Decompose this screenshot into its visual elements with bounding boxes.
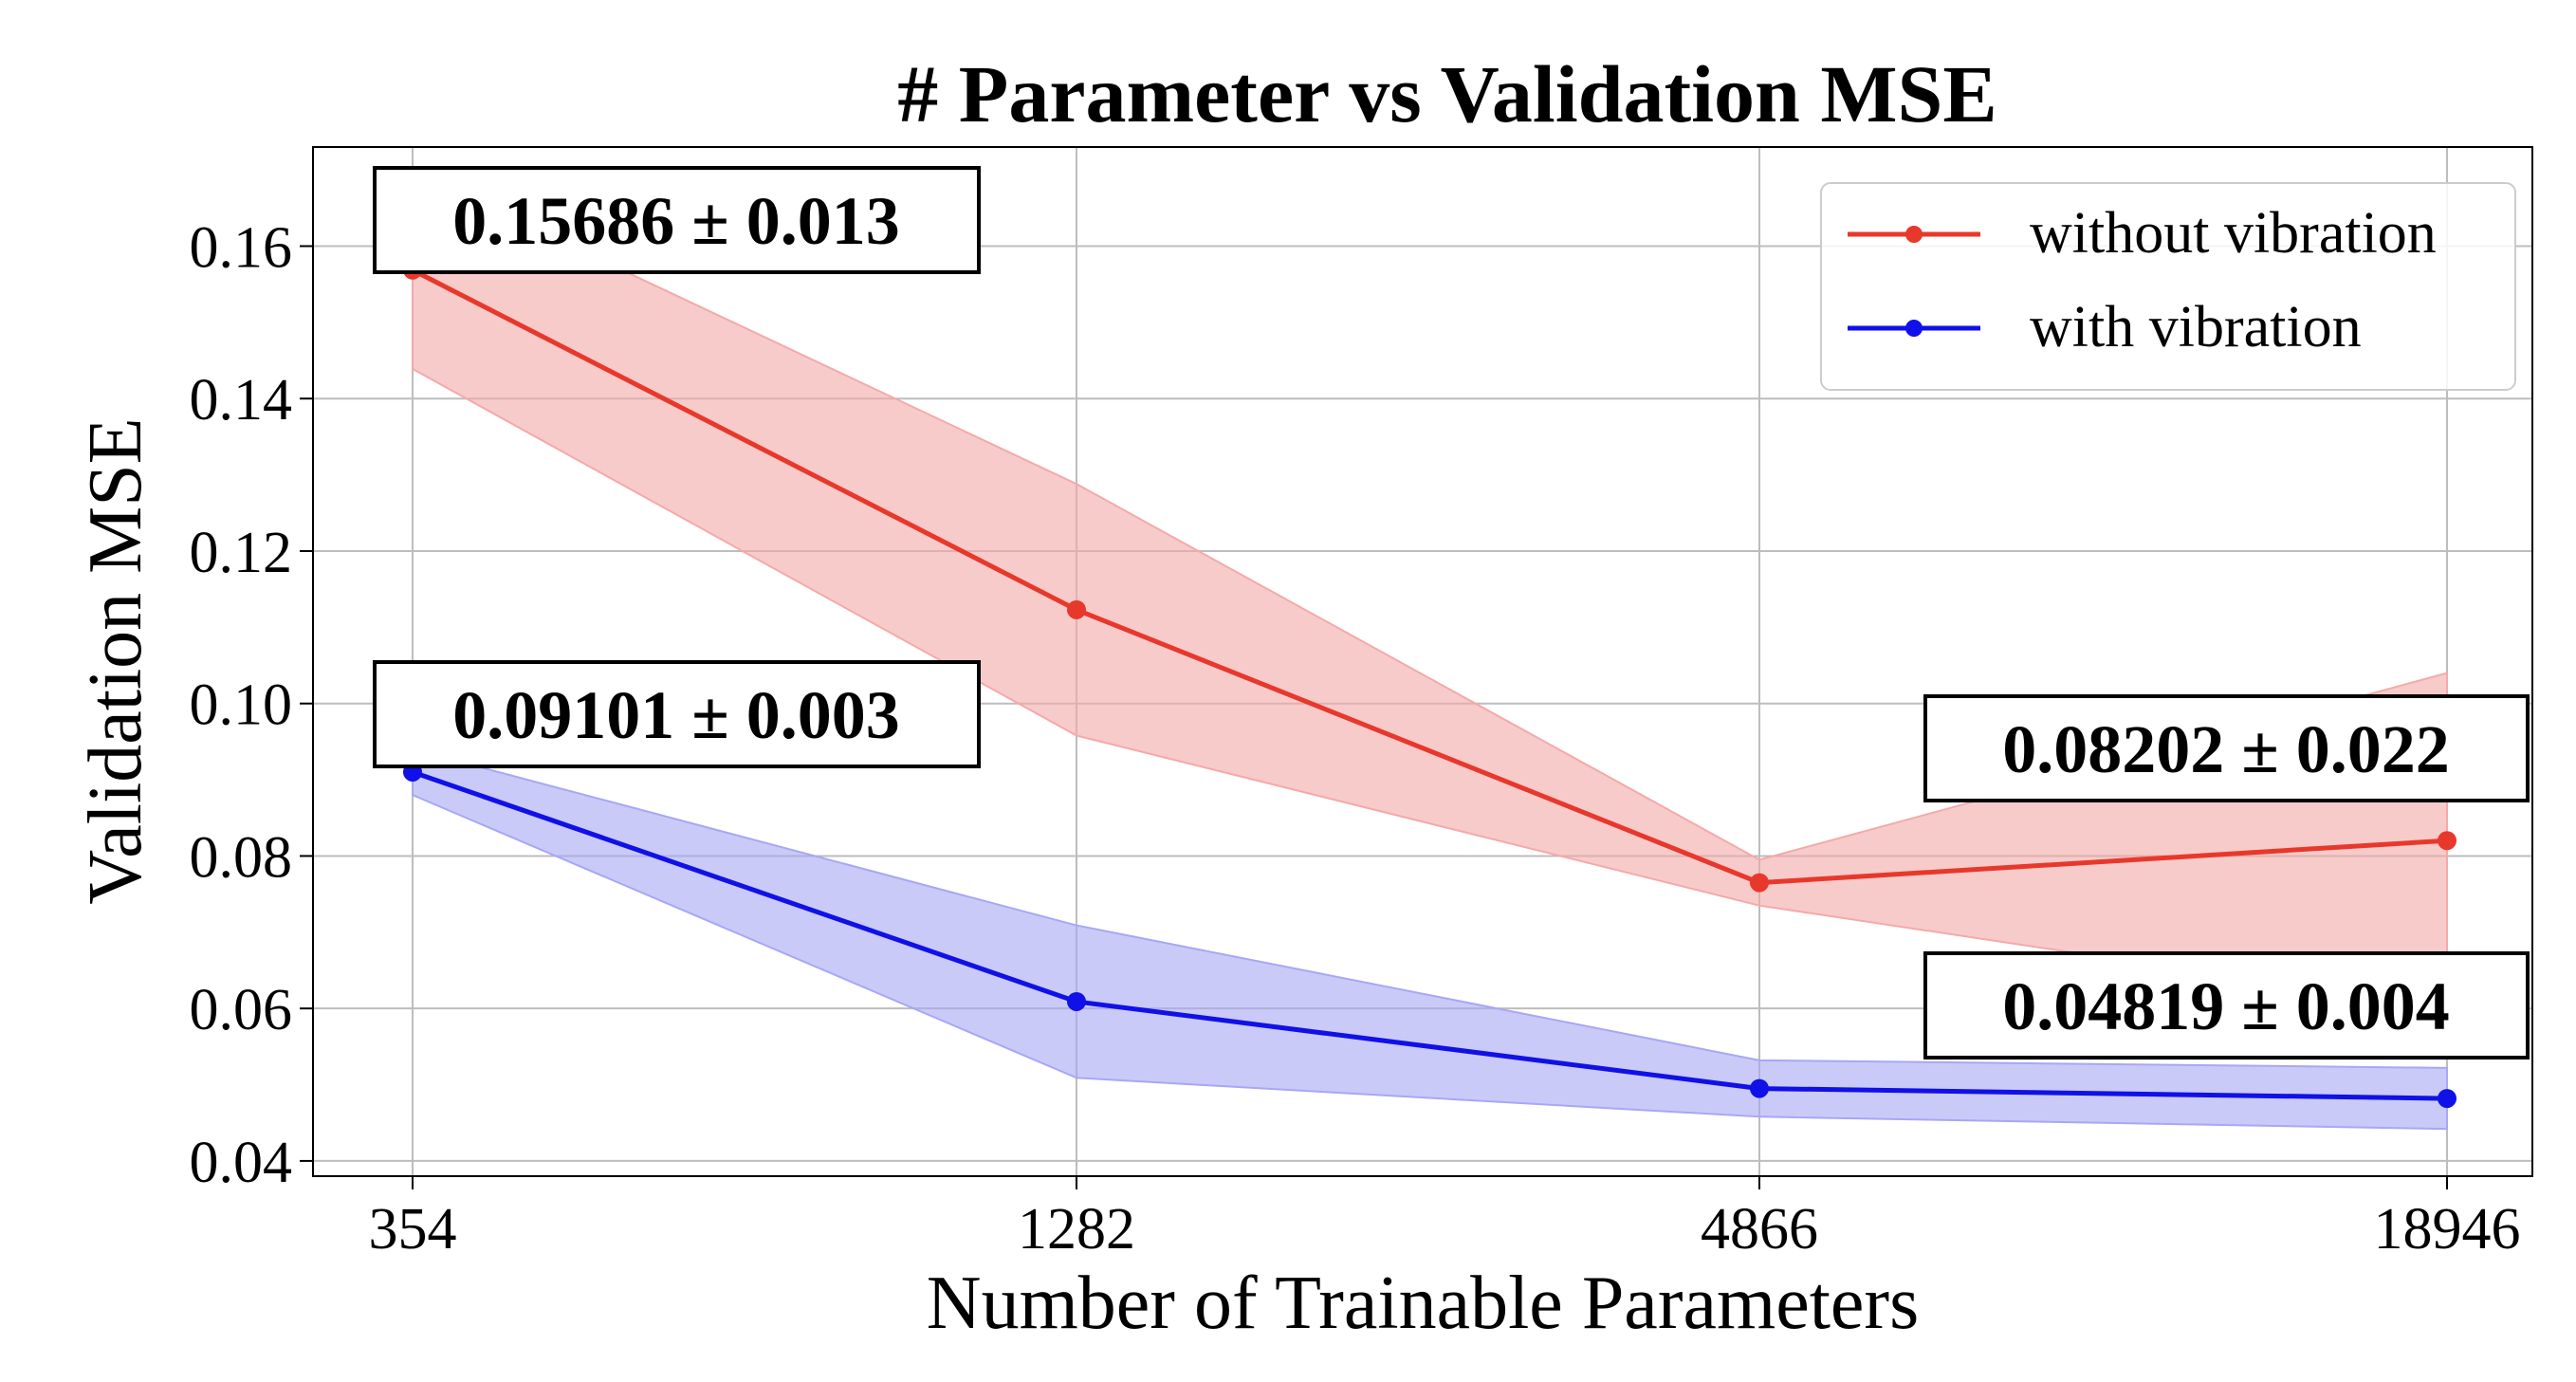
y-tick-label: 0.04 — [190, 1131, 293, 1195]
annotation-label: 0.08202 ± 0.022 — [2002, 711, 2450, 787]
y-tick-label: 0.10 — [190, 673, 293, 738]
data-point-with-vibration — [1750, 1078, 1769, 1098]
legend-marker-with-vibration — [1905, 320, 1923, 337]
legend-label-without-vibration: without vibration — [2030, 201, 2437, 266]
x-tick-label: 1282 — [1018, 1197, 1135, 1262]
legend-box — [1820, 182, 2516, 391]
x-tick-label: 18946 — [2374, 1197, 2521, 1262]
x-axis-ticks: 354 1282 4866 18946 — [369, 1176, 2521, 1262]
y-tick-label: 0.16 — [190, 215, 293, 280]
legend-marker-without-vibration — [1905, 226, 1923, 243]
annotation-label: 0.09101 ± 0.003 — [452, 677, 900, 753]
annotation-label: 0.04819 ± 0.004 — [2002, 968, 2450, 1044]
data-point-without-vibration — [1750, 873, 1769, 893]
data-point-without-vibration — [1067, 599, 1086, 619]
x-tick-label: 354 — [369, 1197, 457, 1262]
annotation-2: 0.09101 ± 0.003 — [373, 660, 981, 768]
band-with-vibration — [412, 747, 2448, 1131]
x-tick-label: 4866 — [1701, 1197, 1818, 1262]
annotation-4: 0.04819 ± 0.004 — [1923, 951, 2530, 1060]
plot-frame — [312, 146, 2533, 1177]
series-line-with-vibration — [412, 769, 2448, 1101]
annotation-1: 0.15686 ± 0.013 — [373, 166, 981, 274]
confidence-bands — [412, 170, 2448, 1131]
annotation-box — [1923, 694, 2530, 802]
y-tick-label: 0.08 — [190, 825, 293, 890]
series-line-without-vibration — [411, 267, 2448, 886]
y-tick-label: 0.12 — [190, 521, 293, 585]
legend-label-with-vibration: with vibration — [2030, 295, 2362, 359]
annotation-3: 0.08202 ± 0.022 — [1923, 694, 2530, 802]
annotation-box — [1923, 951, 2530, 1060]
annotation-box — [373, 660, 981, 768]
data-point-without-vibration — [2438, 831, 2456, 851]
y-axis-ticks: 0.04 0.06 0.08 0.10 0.12 0.14 0.16 — [190, 215, 313, 1195]
y-axis-label: Validation MSE — [74, 417, 157, 904]
legend: without vibration with vibration — [1820, 182, 2516, 391]
y-tick-label: 0.06 — [190, 978, 293, 1042]
annotation-label: 0.15686 ± 0.013 — [452, 183, 900, 259]
x-axis-label: Number of Trainable Parameters — [927, 1262, 1919, 1345]
chart-title: # Parameter vs Validation MSE — [897, 48, 1996, 139]
annotation-box — [373, 166, 981, 274]
data-point-with-vibration — [2438, 1089, 2456, 1109]
series-lines — [411, 267, 2448, 1101]
data-point-with-vibration — [1067, 991, 1086, 1011]
y-tick-label: 0.14 — [190, 368, 293, 433]
